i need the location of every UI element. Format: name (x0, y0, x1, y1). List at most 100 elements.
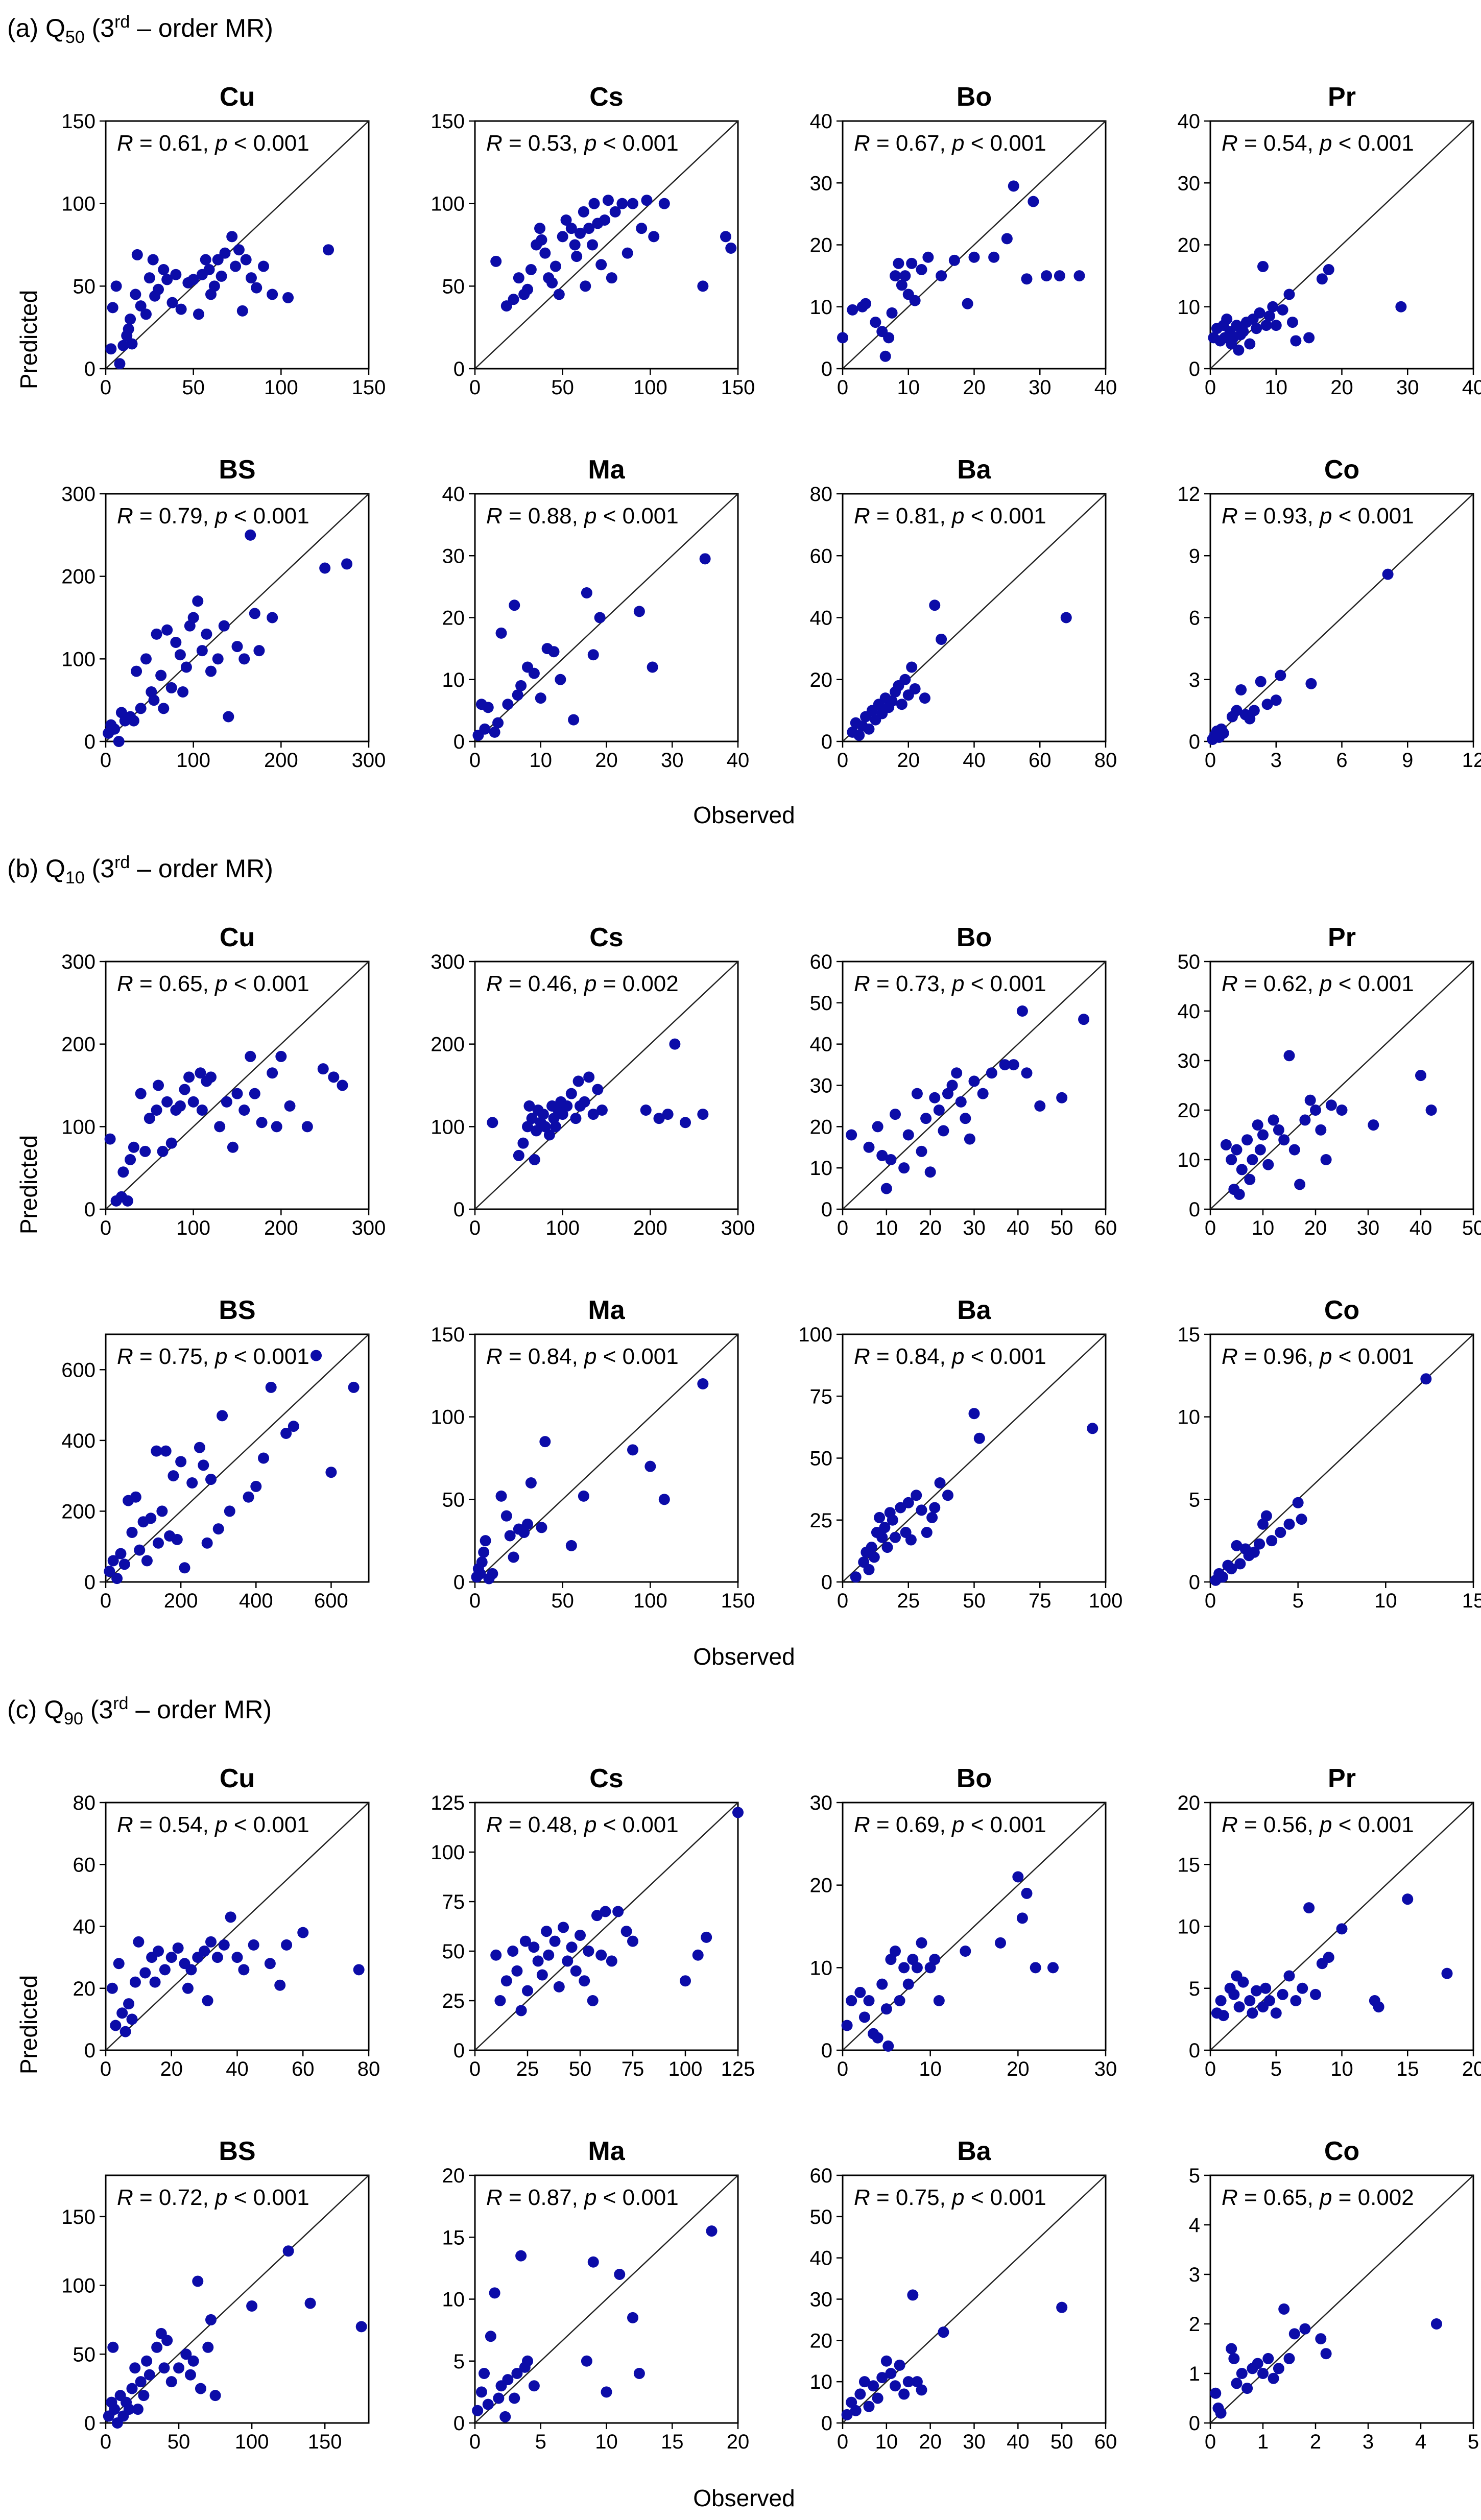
data-point (212, 1523, 224, 1535)
data-point (732, 1807, 744, 1818)
x-tick-label: 0 (100, 1590, 111, 1612)
data-point (337, 1079, 348, 1091)
data-point (960, 1946, 971, 1957)
panel-title: Cu (220, 923, 255, 952)
x-tick-label: 40 (727, 749, 750, 772)
data-point (243, 1491, 254, 1503)
data-point (304, 2297, 316, 2309)
data-point (1021, 1887, 1033, 1899)
y-tick-label: 4 (1189, 2214, 1200, 2237)
data-point (933, 1995, 945, 2006)
x-tick-label: 30 (1396, 376, 1419, 399)
y-tick-label: 300 (61, 483, 95, 506)
data-point (880, 2355, 892, 2367)
data-point (267, 612, 278, 623)
correlation-annotation: R = 0.84, p < 0.001 (854, 1344, 1046, 1369)
data-point (1270, 694, 1282, 706)
x-tick-label: 50 (569, 2058, 592, 2080)
data-point (1310, 1105, 1321, 1116)
data-point (1296, 1514, 1307, 1525)
data-point (281, 1939, 293, 1951)
x-tick-label: 300 (721, 1217, 755, 1239)
data-point (489, 726, 500, 738)
data-point (1012, 1871, 1024, 1883)
data-point (267, 1067, 278, 1079)
y-tick-label: 0 (1189, 731, 1200, 753)
data-point (876, 1978, 888, 1990)
data-point (1231, 1540, 1243, 1551)
y-tick-label: 200 (61, 1500, 95, 1523)
correlation-annotation: R = 0.81, p < 0.001 (854, 503, 1046, 529)
data-point (125, 314, 136, 325)
data-point (1283, 1050, 1295, 1062)
data-point (562, 1955, 574, 1967)
data-point (896, 699, 907, 710)
data-point (1034, 1100, 1046, 1112)
x-tick-label: 75 (1029, 1590, 1052, 1612)
data-point (1303, 332, 1315, 344)
y-tick-label: 40 (810, 110, 833, 133)
data-point (256, 1117, 268, 1129)
data-point (537, 1109, 549, 1120)
data-point (911, 1962, 923, 1974)
y-tick-label: 10 (1178, 1149, 1201, 1171)
x-tick-label: 100 (176, 1217, 210, 1239)
x-axis-label-a: Observed (693, 802, 795, 828)
y-tick-label: 10 (442, 669, 465, 691)
correlation-annotation: R = 0.84, p < 0.001 (486, 1344, 679, 1369)
y-tick-label: 0 (1189, 1198, 1200, 1221)
data-point (847, 304, 858, 316)
y-tick-label: 80 (73, 1792, 96, 1814)
data-point (192, 2275, 204, 2287)
data-point (472, 2405, 484, 2416)
x-tick-label: 0 (100, 2431, 111, 2453)
panel-title: Co (1324, 2137, 1359, 2166)
data-point (500, 1975, 512, 1987)
data-point (253, 645, 265, 657)
one-to-one-line (474, 2175, 738, 2423)
x-tick-label: 400 (239, 1590, 273, 1612)
data-point (130, 1491, 141, 1503)
data-point (902, 2376, 914, 2388)
data-point (1263, 1995, 1275, 2006)
data-point (951, 1067, 963, 1079)
data-point (890, 2380, 901, 2392)
y-tick-label: 30 (1178, 172, 1201, 195)
data-point (508, 294, 519, 305)
data-point (479, 2368, 490, 2379)
data-point (911, 2376, 923, 2388)
x-tick-label: 20 (919, 1217, 942, 1239)
x-tick-label: 50 (963, 1590, 986, 1612)
data-point (153, 283, 164, 295)
y-tick-label: 20 (1178, 1099, 1201, 1122)
panel-title: BS (219, 1295, 255, 1325)
data-point (1060, 612, 1072, 623)
data-point (936, 633, 947, 645)
data-point (902, 1497, 914, 1508)
data-point (123, 323, 134, 335)
data-point (938, 1125, 949, 1137)
data-point (221, 1096, 232, 1108)
data-point (193, 308, 204, 320)
data-point (125, 1154, 136, 1165)
correlation-annotation: R = 0.67, p < 0.001 (854, 131, 1046, 156)
data-point (1241, 1134, 1253, 1146)
data-point (580, 280, 591, 292)
panel-a-ma: Ma 00 10 10 20 20 30 30 40 40 R = 0.88, p < 0.001 (442, 455, 750, 772)
x-tick-label: 10 (1252, 1217, 1275, 1239)
data-point (879, 1522, 891, 1533)
data-point (1244, 1995, 1256, 2006)
x-tick-label: 0 (469, 749, 481, 772)
y-tick-label: 10 (810, 296, 833, 319)
data-point (135, 1088, 147, 1099)
data-point (1078, 1014, 1090, 1025)
data-point (170, 637, 182, 648)
data-point (916, 2384, 927, 2396)
y-tick-label: 3 (1189, 669, 1200, 691)
panel-b-cs: Cs 00 100 100 200 200 300 300 R = 0.46, p = 0.00… (431, 923, 755, 1239)
y-tick-label: 9 (1189, 545, 1200, 567)
data-point (522, 1518, 533, 1530)
x-tick-label: 40 (963, 749, 986, 772)
data-point (581, 2355, 592, 2367)
x-tick-label: 40 (1462, 376, 1481, 399)
